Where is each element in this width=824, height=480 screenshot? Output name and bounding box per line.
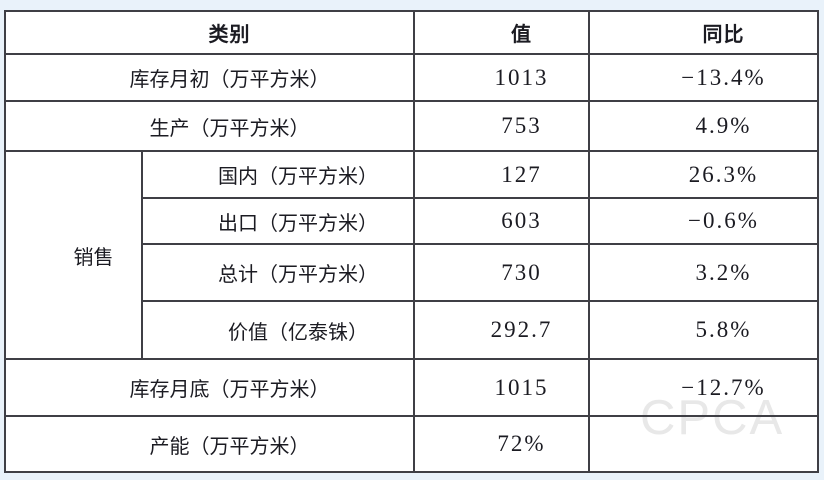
header-cell-category: 类别 <box>4 10 415 55</box>
yoy-cell: −13.4% <box>588 53 819 102</box>
yoy-cell <box>588 415 819 473</box>
header-row: 类别 值 同比 <box>4 10 819 55</box>
value-cell: 603 <box>413 197 590 245</box>
value-cell: 72% <box>413 415 590 473</box>
table-row-sales-export: 出口（万平方米） 603 −0.6% <box>5 197 819 245</box>
value-cell: 753 <box>413 100 590 152</box>
header-cell-yoy: 同比 <box>588 10 819 55</box>
yoy-cell: 5.8% <box>588 300 819 360</box>
yoy-cell: −12.7% <box>588 358 819 417</box>
yoy-cell: 3.2% <box>588 243 819 302</box>
value-cell: 1015 <box>413 358 590 417</box>
category-cell: 库存月初（万平方米） <box>4 53 415 102</box>
table-row-sales-domestic: 销售 国内（万平方米） 127 26.3% <box>4 150 819 360</box>
value-cell: 730 <box>413 243 590 302</box>
table-row-sales-total: 总计（万平方米） 730 3.2% <box>5 243 819 302</box>
sales-group-cell: 销售 <box>4 150 143 360</box>
header-cell-value: 值 <box>413 10 590 55</box>
table-row-production: 生产（万平方米） 753 4.9% <box>4 100 819 152</box>
category-cell: 产能（万平方米） <box>4 415 415 473</box>
yoy-cell: 26.3% <box>588 150 819 199</box>
value-cell: 292.7 <box>413 300 590 360</box>
value-cell: 127 <box>413 150 590 199</box>
subcategory-cell: 国内（万平方米） <box>141 150 415 199</box>
subcategory-cell: 总计（万平方米） <box>141 243 415 302</box>
subcategory-cell: 价值（亿泰铢） <box>141 300 415 360</box>
subcategory-cell: 出口（万平方米） <box>141 197 415 245</box>
value-cell: 1013 <box>413 53 590 102</box>
table-row-sales-value: 价值（亿泰铢） 292.7 5.8% <box>5 300 819 360</box>
yoy-cell: 4.9% <box>588 100 819 152</box>
data-table: 类别 值 同比 库存月初（万平方米） 1013 −13.4% 生产（万平方米） … <box>4 10 819 473</box>
category-cell: 生产（万平方米） <box>4 100 415 152</box>
category-cell: 库存月底（万平方米） <box>4 358 415 417</box>
table-row-capacity: 产能（万平方米） 72% <box>4 415 819 473</box>
data-table-container: 类别 值 同比 库存月初（万平方米） 1013 −13.4% 生产（万平方米） … <box>4 10 819 473</box>
yoy-cell: −0.6% <box>588 197 819 245</box>
table-row-inventory-begin: 库存月初（万平方米） 1013 −13.4% <box>4 53 819 102</box>
table-row-inventory-end: 库存月底（万平方米） 1015 −12.7% <box>4 358 819 417</box>
